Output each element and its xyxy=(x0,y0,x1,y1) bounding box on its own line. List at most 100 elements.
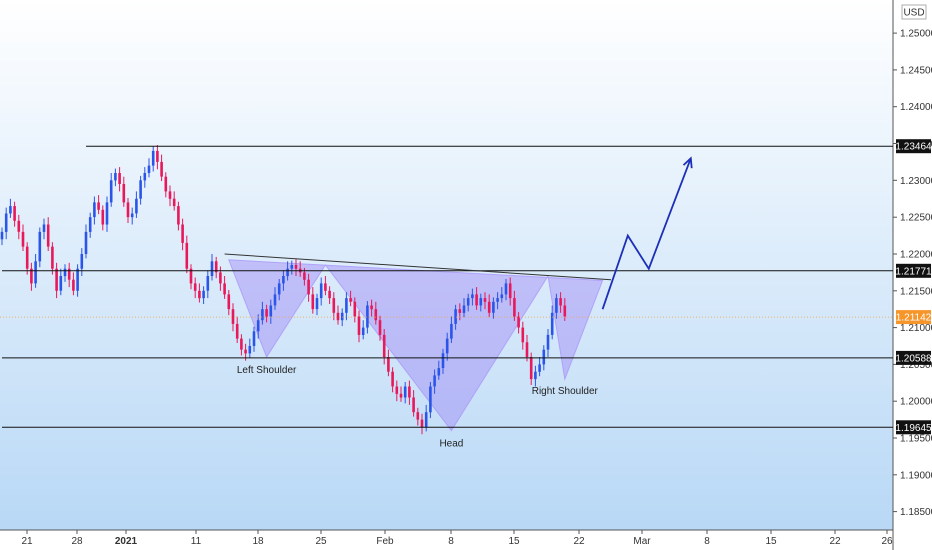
candle-body xyxy=(64,269,67,276)
candle-body xyxy=(265,309,268,316)
candle-body xyxy=(555,298,558,313)
y-tick-label: 1.19000 xyxy=(900,470,932,481)
candle-body xyxy=(358,317,361,335)
candle-body xyxy=(144,173,147,180)
candle-body xyxy=(559,298,562,305)
candle-body xyxy=(93,202,96,217)
x-tick-label: Mar xyxy=(633,536,651,547)
candle-body xyxy=(522,328,525,343)
candle-body xyxy=(249,346,252,353)
candle-body xyxy=(72,280,75,291)
x-tick-label: 15 xyxy=(508,536,520,547)
candle-body xyxy=(194,283,197,290)
y-tick-label: 1.20000 xyxy=(900,397,932,408)
candle-body xyxy=(454,309,457,324)
pattern-annotation: Left Shoulder xyxy=(237,365,297,376)
current-price-label: 1.21142 xyxy=(896,313,932,324)
candle-body xyxy=(236,324,239,339)
candle-body xyxy=(211,261,214,276)
candle-body xyxy=(148,166,151,173)
candle-body xyxy=(81,254,84,269)
candle-body xyxy=(39,232,42,261)
y-tick-label: 1.24500 xyxy=(900,65,932,76)
candle-body xyxy=(253,331,256,346)
candle-body xyxy=(530,357,533,379)
candle-body xyxy=(543,350,546,365)
candle-body xyxy=(26,247,29,269)
candle-body xyxy=(274,294,277,305)
candle-body xyxy=(118,173,121,184)
level-price-label: 1.20588 xyxy=(895,353,932,364)
candle-body xyxy=(5,214,8,232)
candle-body xyxy=(400,394,403,398)
candle-body xyxy=(156,151,159,162)
candle-body xyxy=(286,269,289,276)
candle-body xyxy=(198,291,201,298)
candle-body xyxy=(354,302,357,317)
candle-body xyxy=(404,387,407,398)
candle-body xyxy=(18,221,21,232)
x-tick-label: 18 xyxy=(252,536,264,547)
candle-body xyxy=(139,180,142,198)
candle-body xyxy=(492,302,495,313)
candle-body xyxy=(123,184,126,202)
candle-body xyxy=(244,350,247,354)
candle-body xyxy=(446,339,449,354)
candle-body xyxy=(34,261,37,283)
candle-body xyxy=(496,298,499,302)
candle-body xyxy=(391,372,394,387)
y-tick-label: 1.19500 xyxy=(900,434,932,445)
candle-body xyxy=(370,306,373,310)
candle-body xyxy=(186,243,189,269)
level-price-label: 1.23464 xyxy=(895,142,932,153)
candle-body xyxy=(76,269,79,291)
candle-body xyxy=(202,291,205,298)
x-tick-label: 26 xyxy=(881,536,893,547)
y-tick-label: 1.25000 xyxy=(900,29,932,40)
candle-body xyxy=(223,283,226,294)
candle-body xyxy=(282,276,285,283)
candle-body xyxy=(459,309,462,313)
candle-body xyxy=(379,320,382,335)
candle-body xyxy=(9,206,12,213)
x-tick-label: 22 xyxy=(829,536,841,547)
candle-body xyxy=(526,342,529,357)
candle-body xyxy=(307,280,310,295)
candle-body xyxy=(43,225,46,232)
candle-body xyxy=(257,320,260,331)
candle-body xyxy=(270,306,273,317)
x-tick-label: 22 xyxy=(573,536,585,547)
candle-body xyxy=(114,173,117,180)
candle-body xyxy=(173,199,176,206)
candle-body xyxy=(207,276,210,291)
candle-body xyxy=(442,353,445,368)
y-tick-label: 1.22000 xyxy=(900,250,932,261)
candle-body xyxy=(102,210,105,225)
candle-body xyxy=(429,387,432,413)
candle-body xyxy=(261,309,264,320)
candle-body xyxy=(501,294,504,298)
candle-body xyxy=(425,412,428,427)
candle-body xyxy=(152,151,155,166)
candle-body xyxy=(1,232,4,239)
candle-body xyxy=(165,177,168,192)
candle-body xyxy=(564,306,567,317)
candle-body xyxy=(467,298,470,305)
candle-body xyxy=(438,368,441,375)
candle-body xyxy=(488,302,491,313)
candle-body xyxy=(396,387,399,394)
candle-body xyxy=(181,225,184,243)
x-tick-label: 15 xyxy=(765,536,777,547)
candle-body xyxy=(55,269,58,291)
candle-body xyxy=(471,294,474,298)
candle-body xyxy=(320,283,323,298)
candle-body xyxy=(47,225,50,247)
y-tick-label: 1.21000 xyxy=(900,323,932,334)
candle-body xyxy=(219,272,222,283)
candle-body xyxy=(97,202,100,209)
level-price-label: 1.21771 xyxy=(895,266,932,277)
candle-body xyxy=(169,191,172,198)
candle-body xyxy=(22,232,25,247)
